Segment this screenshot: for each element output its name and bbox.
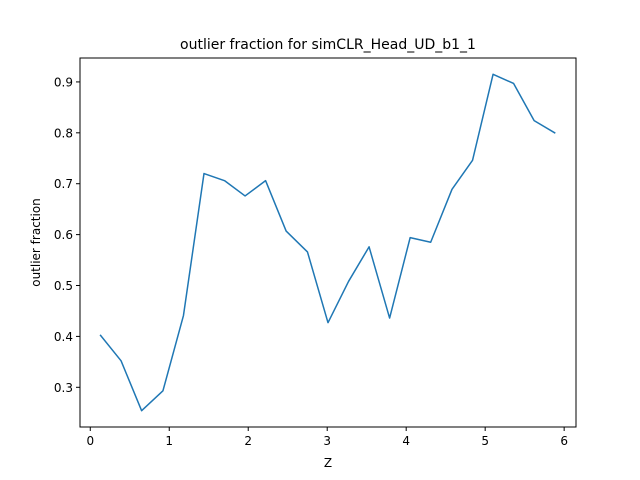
axes-frame <box>79 57 577 428</box>
y-tick-label: 0.4 <box>54 330 73 344</box>
y-tick-label: 0.9 <box>54 75 73 89</box>
x-tick-label: 2 <box>244 434 252 448</box>
y-tick-label: 0.7 <box>54 177 73 191</box>
x-tick-label: 6 <box>560 434 568 448</box>
x-axis-ticks: 0 1 2 3 4 5 6 <box>86 427 568 448</box>
y-axis-ticks: 0.3 0.4 0.5 0.6 0.7 0.8 0.9 <box>54 75 80 395</box>
x-tick-label: 5 <box>481 434 489 448</box>
x-axis-label: Z <box>324 456 332 470</box>
y-axis-label: outlier fraction <box>29 198 43 287</box>
x-tick-label: 0 <box>86 434 94 448</box>
x-tick-label: 1 <box>165 434 173 448</box>
y-tick-label: 0.3 <box>54 381 73 395</box>
x-tick-label: 3 <box>323 434 331 448</box>
axes-background <box>80 58 576 427</box>
series-layer <box>99 73 556 412</box>
chart-title: outlier fraction for simCLR_Head_UD_b1_1 <box>180 37 476 53</box>
plot-area <box>79 57 577 428</box>
y-tick-label: 0.5 <box>54 279 73 293</box>
y-tick-label: 0.6 <box>54 228 73 242</box>
y-tick-label: 0.8 <box>54 126 73 140</box>
series-line <box>99 73 556 412</box>
x-tick-label: 4 <box>402 434 410 448</box>
